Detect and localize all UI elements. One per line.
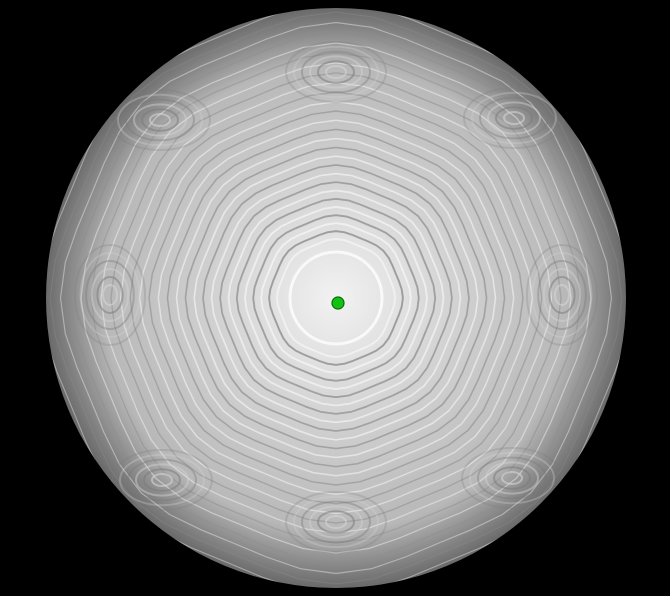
interference-ring	[59, 21, 613, 575]
ring-cluster	[285, 491, 387, 553]
ring-cluster	[111, 449, 213, 511]
interference-ring	[119, 81, 553, 515]
interference-ring	[244, 206, 428, 390]
interference-ring	[166, 128, 506, 468]
cluster-ring	[135, 463, 189, 497]
cluster-ring	[151, 473, 173, 487]
cluster-ring	[495, 106, 533, 130]
cluster-ring	[149, 113, 171, 127]
cluster-ring	[477, 456, 547, 500]
ring-cluster	[526, 244, 598, 346]
cluster-ring	[469, 451, 555, 505]
ring-cluster	[285, 41, 387, 103]
cluster-ring	[285, 41, 387, 103]
cluster-ring	[133, 103, 187, 137]
cluster-ring	[317, 510, 355, 534]
interference-ring	[260, 222, 412, 374]
cluster-ring	[501, 471, 523, 485]
cluster-ring	[309, 55, 363, 89]
cluster-ring	[554, 284, 570, 306]
cluster-ring	[309, 505, 363, 539]
cluster-ring	[325, 515, 347, 529]
cluster-ring	[109, 89, 211, 151]
cluster-ring	[542, 268, 582, 322]
interference-ring	[175, 137, 497, 459]
cluster-ring	[143, 468, 181, 492]
interference-ring	[100, 62, 572, 534]
interference-ring	[90, 52, 582, 544]
cluster-ring	[526, 244, 598, 346]
cluster-ring	[125, 98, 195, 142]
interference-ring	[46, 8, 626, 588]
interference-ring	[157, 119, 515, 477]
interference-ring	[268, 230, 404, 366]
cluster-ring	[461, 447, 563, 509]
cluster-ring	[537, 260, 587, 330]
cluster-ring	[301, 500, 371, 544]
interference-ring	[193, 155, 479, 441]
interference-ring	[227, 189, 445, 407]
cluster-ring	[285, 491, 387, 553]
interference-ring	[184, 146, 488, 450]
cluster-ring	[487, 101, 541, 135]
cluster-ring	[119, 453, 205, 507]
interference-ring	[129, 91, 543, 505]
cluster-ring	[325, 65, 347, 79]
cluster-ring	[493, 466, 531, 490]
interference-ring	[202, 164, 470, 432]
side-ring-clusters	[74, 41, 598, 553]
interference-ring	[210, 172, 462, 424]
interference-ring	[80, 42, 592, 554]
ring-cluster	[461, 447, 563, 509]
interference-ring	[276, 238, 396, 358]
interference-ring	[219, 181, 453, 415]
interference-ring	[49, 11, 623, 585]
interference-ring	[110, 72, 562, 524]
cluster-ring	[531, 252, 593, 338]
cluster-ring	[85, 260, 135, 330]
cluster-ring	[96, 276, 124, 314]
center-halo	[288, 250, 384, 346]
cluster-ring	[102, 284, 118, 306]
interference-ring	[148, 110, 524, 486]
cluster-ring	[301, 50, 371, 94]
cluster-ring	[90, 268, 130, 322]
cluster-ring	[479, 96, 549, 140]
interference-rings	[46, 8, 626, 588]
green-dot-marker-icon[interactable]	[331, 296, 345, 310]
ring-cluster	[109, 89, 211, 151]
cluster-ring	[74, 244, 146, 346]
interference-ring	[138, 100, 534, 496]
cluster-ring	[117, 93, 203, 147]
interference-ring	[252, 214, 420, 382]
cluster-ring	[293, 45, 379, 99]
cluster-ring	[317, 60, 355, 84]
ring-cluster	[74, 244, 146, 346]
cluster-ring	[141, 108, 179, 132]
cluster-ring	[548, 276, 576, 314]
interference-ring	[70, 32, 602, 564]
interference-ring	[235, 197, 437, 399]
cluster-ring	[293, 495, 379, 549]
cluster-ring	[111, 449, 213, 511]
cluster-ring	[485, 461, 539, 495]
cluster-ring	[503, 111, 525, 125]
cluster-ring	[471, 91, 557, 145]
cluster-ring	[127, 458, 197, 502]
cluster-ring	[79, 252, 141, 338]
